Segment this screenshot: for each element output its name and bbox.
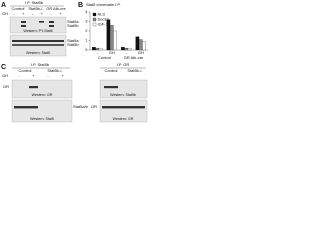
band-label: GR <box>3 84 9 89</box>
group-label: Stat5b-/- <box>28 6 44 11</box>
lane-label: - <box>18 73 20 78</box>
bar <box>127 47 132 51</box>
lane-label: + <box>41 11 44 16</box>
western-label: Western: PY-Stat5 <box>23 29 52 33</box>
band-label: Stat5b <box>67 23 79 28</box>
legend-label: IGF-1 <box>98 22 109 27</box>
group-label: Control <box>12 6 25 11</box>
group-label: GR Alb-cre <box>46 6 66 11</box>
lane-label: - <box>51 11 53 16</box>
band-label: Stat5a <box>67 19 79 24</box>
y-tick-label: 0 <box>85 47 88 52</box>
lane-label: + <box>59 11 62 16</box>
lane-label: + <box>32 73 35 78</box>
lane-label: + <box>22 11 25 16</box>
y-tick-label: 3 <box>85 19 88 24</box>
western-label: Western: Stat5 <box>26 51 50 55</box>
bar <box>92 47 96 51</box>
bar <box>98 47 103 51</box>
band-label: Stat5a/b <box>73 104 89 109</box>
chart-title: Stat5 chromatin I.P. <box>86 2 121 7</box>
lane-label: - <box>32 11 34 16</box>
y-tick-label: 2 <box>85 28 88 33</box>
western-label: Western: Stat5b <box>110 93 136 97</box>
band-label: GR <box>91 104 97 109</box>
y-tick-label: 1 <box>85 38 88 43</box>
x-tick-label: GH <box>109 50 115 55</box>
bar <box>138 39 143 51</box>
legend-swatch <box>92 22 97 27</box>
x-tick-label: - <box>126 50 128 55</box>
legend-label: Socs2 <box>98 17 110 22</box>
group-label: Control <box>105 68 118 73</box>
y-tick-label: 4 <box>85 9 88 14</box>
treatment-label: GH <box>2 73 8 78</box>
panel-label: B <box>78 2 83 9</box>
panel-label: A <box>1 2 6 9</box>
legend-swatch <box>92 12 97 17</box>
treatment-label: GH <box>2 11 8 16</box>
group-label: Control <box>98 55 111 60</box>
western-label: Western: GR <box>113 117 134 121</box>
lane-label: - <box>13 11 15 16</box>
legend-label: ALS <box>98 12 106 17</box>
bar <box>109 25 114 51</box>
bar <box>113 30 117 51</box>
x-tick-label: GH <box>138 50 144 55</box>
group-label: Control <box>19 68 32 73</box>
bar <box>142 41 146 51</box>
x-tick-label: - <box>97 50 99 55</box>
band-label: Stat5b <box>67 42 79 47</box>
group-label: Stat5b-/- <box>127 68 143 73</box>
lane-label: + <box>61 73 64 78</box>
panel-label: C <box>1 64 6 71</box>
bar <box>121 47 125 51</box>
ip-label: I.P. GR <box>117 62 130 67</box>
figure: A I.P. Stat5b Control Stat5b-/- GR Alb-c… <box>1 0 148 123</box>
bar <box>135 36 140 51</box>
group-label: GR Alb-cre <box>124 55 144 60</box>
ip-label: I.P. Stat5b <box>25 0 44 5</box>
western-label: Western: Stat5 <box>30 117 54 121</box>
group-label: Stat5b-/- <box>47 68 63 73</box>
legend-swatch <box>92 17 97 22</box>
western-label: Western: GR <box>32 93 53 97</box>
ip-label: I.P. Stat5b <box>31 62 50 67</box>
band-label: Stat5a <box>67 38 79 43</box>
lane-label: - <box>47 73 49 78</box>
